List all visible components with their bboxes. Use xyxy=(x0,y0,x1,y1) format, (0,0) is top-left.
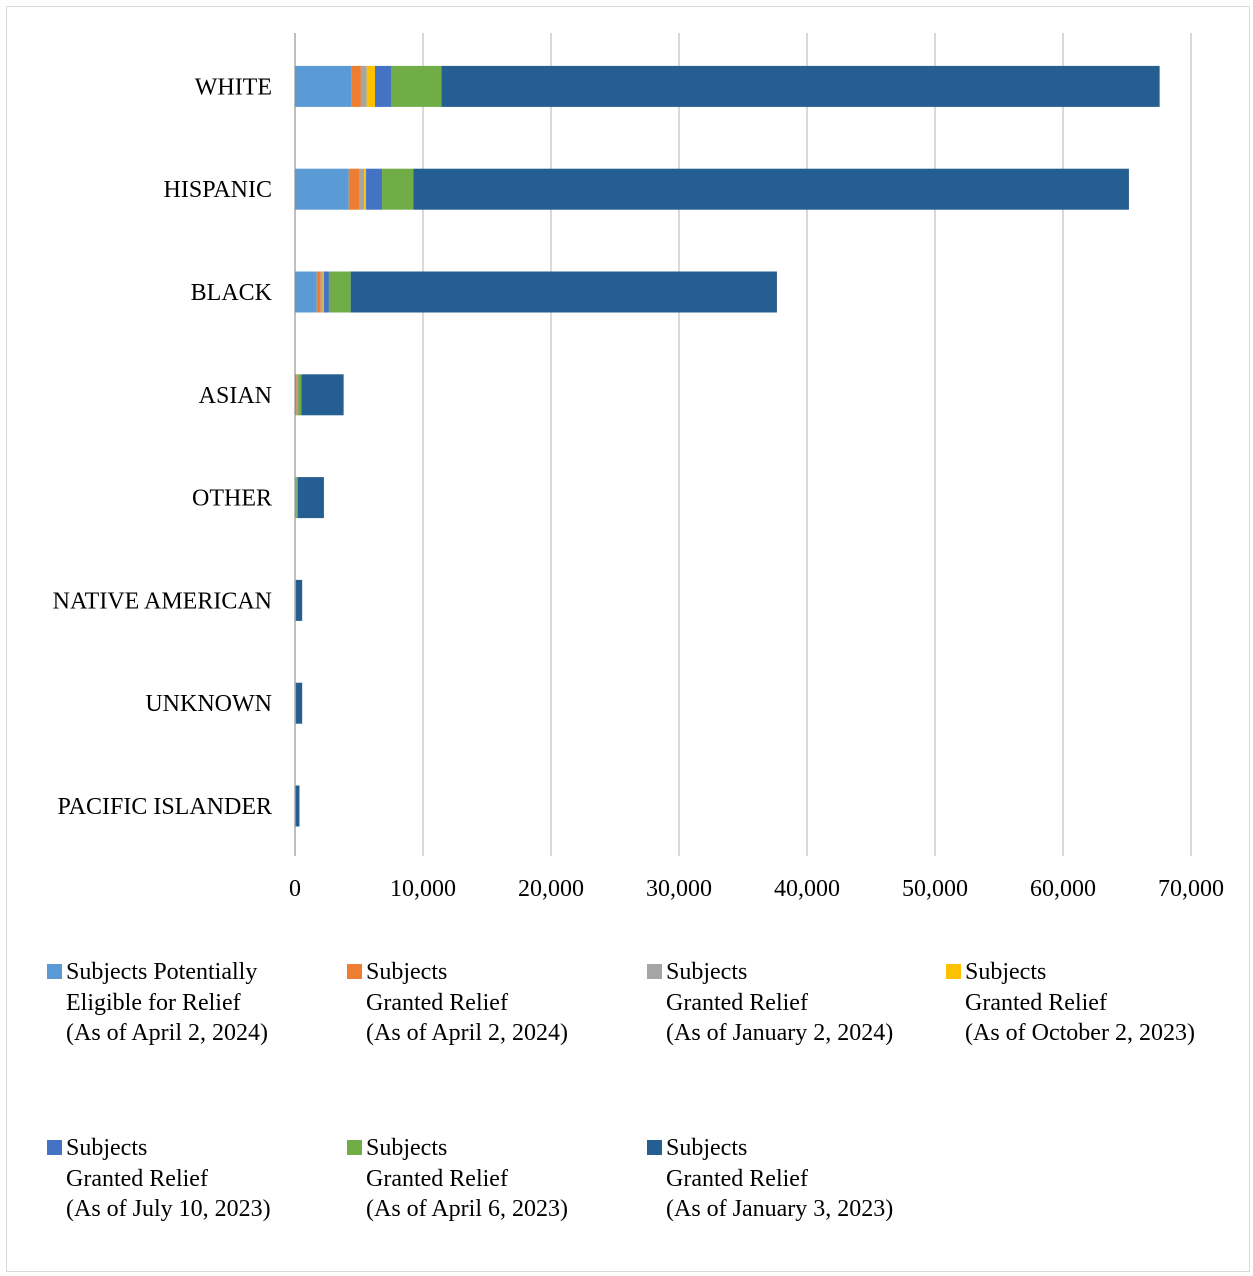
bar-segment xyxy=(364,168,367,210)
legend-swatch xyxy=(47,964,62,979)
legend-item: Subjects Granted Relief (As of January 2… xyxy=(647,957,947,1049)
stacked-bar-chart: WHITE HISPANIC BLACK ASIAN OTHER NATIVE AMERI… xyxy=(53,33,1224,902)
x-tick-label: 60,000 xyxy=(1030,876,1096,902)
category-label: HISPANIC xyxy=(164,177,272,203)
legend-swatch xyxy=(946,964,961,979)
legend-label: Subjects Granted Relief (As of April 6, … xyxy=(366,1135,568,1222)
legend-swatch xyxy=(647,964,662,979)
bar-segment xyxy=(323,271,329,313)
bar-segment xyxy=(328,271,351,313)
legend-label: Subjects Potentially Eligible for Relief… xyxy=(66,959,268,1046)
bar-segment xyxy=(366,65,375,107)
bar-segment xyxy=(375,65,391,107)
category-label: OTHER xyxy=(192,486,272,512)
x-tick-label: 30,000 xyxy=(646,876,712,902)
bar-segment xyxy=(351,65,361,107)
category-label: NATIVE AMERICAN xyxy=(53,588,272,614)
bar-segment xyxy=(296,682,303,724)
legend-swatch xyxy=(47,1140,62,1155)
bar-segment xyxy=(297,477,324,519)
bar-segment xyxy=(295,477,296,519)
legend-label: Subjects Granted Relief (As of October 2… xyxy=(965,959,1195,1046)
bar-segment xyxy=(301,374,344,416)
bar-segment xyxy=(295,271,317,313)
legend-item: Subjects Granted Relief (As of October 2… xyxy=(946,957,1246,1049)
x-tick-label: 10,000 xyxy=(390,876,456,902)
bar-segment xyxy=(320,271,323,313)
bar-segment xyxy=(295,168,349,210)
bar-segment xyxy=(366,168,383,210)
bar-segment xyxy=(382,168,414,210)
bar-segment xyxy=(297,374,299,416)
bar-segment xyxy=(296,374,297,416)
category-label: UNKNOWN xyxy=(145,691,272,717)
bar-segment xyxy=(360,65,367,107)
bar-segment xyxy=(296,579,303,621)
bar-segment xyxy=(413,168,1129,210)
legend-item: Subjects Potentially Eligible for Relief… xyxy=(47,957,347,1049)
bar-segment xyxy=(348,168,360,210)
x-tick-label: 0 xyxy=(289,876,301,902)
x-tick-label: 50,000 xyxy=(902,876,968,902)
bar-segment xyxy=(359,168,365,210)
category-label: BLACK xyxy=(191,280,273,306)
bar-segment xyxy=(322,271,324,313)
legend-item: Subjects Granted Relief (As of April 6, … xyxy=(347,1133,647,1225)
legend-label: Subjects Granted Relief (As of April 2, … xyxy=(366,959,568,1046)
x-tick-label: 40,000 xyxy=(774,876,840,902)
legend-item: Subjects Granted Relief (As of January 3… xyxy=(647,1133,947,1225)
x-tick-label: 70,000 xyxy=(1158,876,1224,902)
bar-segment xyxy=(316,271,321,313)
category-label: PACIFIC ISLANDER xyxy=(58,794,273,820)
legend-swatch xyxy=(647,1140,662,1155)
bar-segment xyxy=(298,374,302,416)
x-tick-label: 20,000 xyxy=(518,876,584,902)
legend-item: Subjects Granted Relief (As of April 2, … xyxy=(347,957,647,1049)
legend-item: Subjects Granted Relief (As of July 10, … xyxy=(47,1133,347,1225)
legend-label: Subjects Granted Relief (As of January 3… xyxy=(666,1135,894,1222)
bar-segment xyxy=(391,65,442,107)
bar-segment xyxy=(295,785,300,827)
category-label: WHITE xyxy=(195,74,272,100)
chart-frame xyxy=(6,6,1250,1272)
category-label: ASIAN xyxy=(199,383,272,409)
legend-swatch xyxy=(347,1140,362,1155)
bar-segment xyxy=(296,477,298,519)
legend-label: Subjects Granted Relief (As of January 2… xyxy=(666,959,894,1046)
bar-segment xyxy=(295,374,297,416)
bar-segment xyxy=(295,65,352,107)
legend-swatch xyxy=(347,964,362,979)
legend-label: Subjects Granted Relief (As of July 10, … xyxy=(66,1135,271,1222)
bar-segment xyxy=(350,271,777,313)
bar-segment xyxy=(441,65,1160,107)
